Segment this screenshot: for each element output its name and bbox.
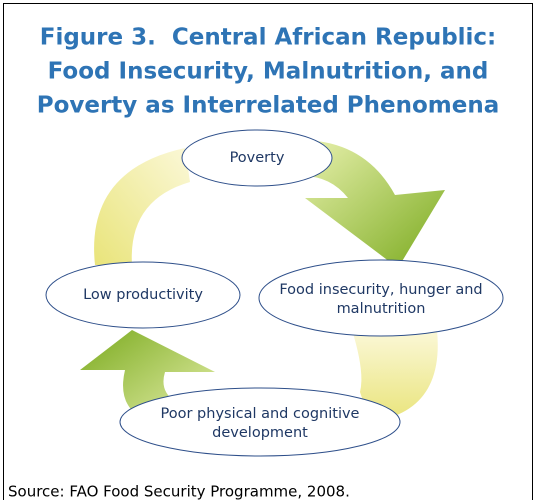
node-label: Poor physical and cognitive — [161, 406, 360, 422]
arrow — [94, 148, 190, 265]
node: Food insecurity, hunger and malnutrition — [258, 259, 504, 337]
title-line: Figure 3. Central African Republic: — [40, 25, 497, 51]
source: Source: FAO Food Security Programme, 200… — [8, 483, 350, 500]
arrow — [352, 330, 438, 422]
node-label: development — [212, 425, 308, 441]
arrow — [80, 330, 215, 428]
title-line: Food Insecurity, Malnutrition, and — [48, 59, 489, 85]
frame — [3, 3, 533, 500]
node: Poor physical and cognitive development — [119, 387, 401, 457]
node: Poverty — [181, 129, 333, 187]
node-label: Food insecurity, hunger and — [279, 282, 482, 298]
arrow — [300, 140, 445, 268]
node-label: Poverty — [230, 150, 285, 166]
node-label: malnutrition — [337, 301, 426, 317]
title-line: Poverty as Interrelated Phenomena — [37, 93, 500, 119]
node: Low productivity — [45, 261, 241, 329]
node-label: Low productivity — [83, 287, 203, 303]
